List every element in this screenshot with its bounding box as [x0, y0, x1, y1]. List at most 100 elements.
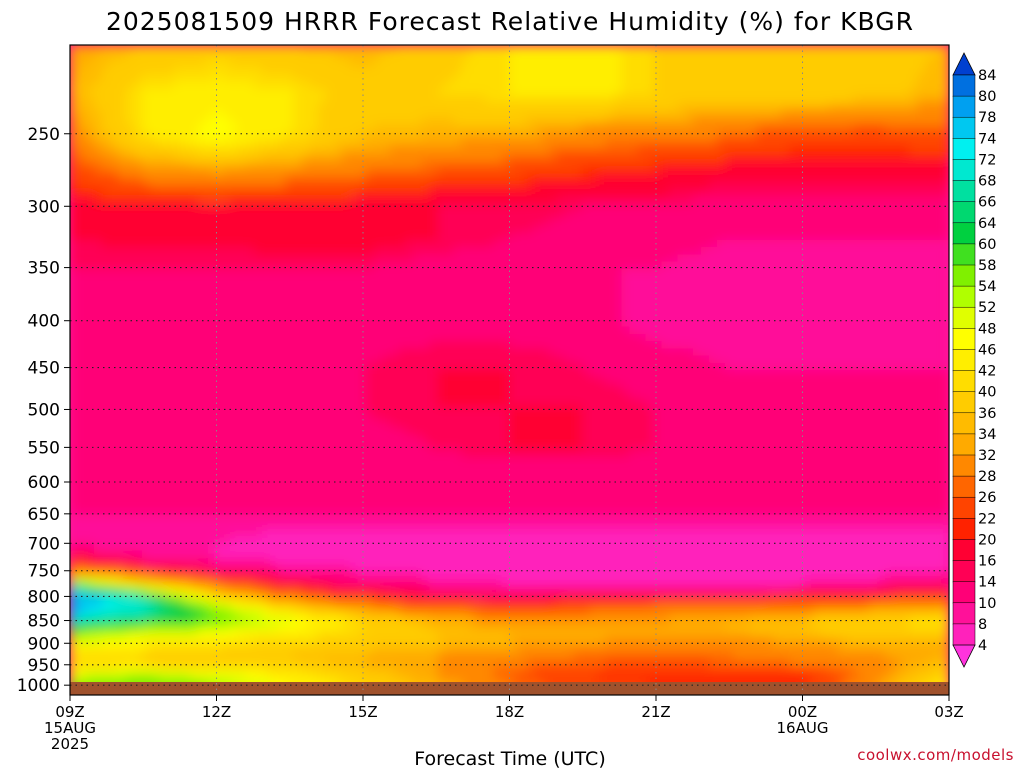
rh-cell — [725, 225, 735, 234]
rh-cell — [157, 312, 167, 321]
rh-cell — [317, 247, 327, 256]
rh-cell — [901, 167, 910, 176]
rh-cell — [437, 297, 447, 306]
rh-cell — [237, 182, 247, 191]
rh-cell — [453, 146, 463, 155]
rh-cell — [413, 370, 423, 379]
rh-cell — [757, 73, 767, 82]
rh-cell — [373, 131, 383, 140]
rh-cell — [77, 261, 87, 270]
rh-cell — [677, 95, 687, 104]
rh-cell — [181, 247, 191, 256]
rh-cell — [373, 312, 383, 321]
rh-cell — [573, 131, 583, 140]
rh-cell — [421, 240, 431, 249]
rh-cell — [829, 175, 838, 184]
rh-cell — [605, 283, 615, 292]
rh-cell — [149, 175, 159, 184]
rh-cell — [517, 333, 527, 342]
rh-cell — [677, 124, 687, 133]
rh-cell — [77, 73, 87, 82]
rh-cell — [853, 240, 862, 249]
rh-cell — [653, 254, 663, 263]
rh-cell — [941, 81, 949, 90]
rh-cell — [861, 153, 870, 162]
rh-cell — [653, 59, 663, 68]
rh-cell — [605, 290, 615, 299]
rh-cell — [421, 276, 431, 285]
rh-cell — [221, 196, 231, 205]
rh-cell — [773, 102, 782, 111]
rh-cell — [509, 355, 519, 364]
rh-cell — [901, 102, 910, 111]
rh-cell — [829, 146, 838, 155]
rh-cell — [925, 81, 934, 90]
rh-cell — [901, 355, 910, 364]
rh-cell — [397, 175, 407, 184]
rh-cell — [645, 189, 655, 198]
rh-cell — [525, 102, 535, 111]
rh-cell — [269, 95, 279, 104]
rh-cell — [813, 45, 822, 54]
rh-cell — [285, 268, 295, 277]
rh-cell — [645, 319, 655, 328]
rh-cell — [605, 348, 615, 357]
rh-cell — [397, 88, 407, 97]
rh-cell — [533, 240, 543, 249]
rh-cell — [277, 240, 287, 249]
rh-cell — [189, 146, 199, 155]
rh-cell — [677, 240, 687, 249]
rh-cell — [861, 167, 870, 176]
rh-cell — [837, 290, 846, 299]
rh-cell — [381, 312, 391, 321]
rh-cell — [629, 73, 639, 82]
rh-cell — [757, 167, 767, 176]
rh-cell — [365, 138, 375, 147]
rh-cell — [165, 167, 175, 176]
rh-cell — [629, 167, 639, 176]
rh-cell — [269, 319, 279, 328]
rh-cell — [509, 81, 519, 90]
rh-cell — [301, 160, 311, 169]
rh-cell — [733, 225, 743, 234]
rh-cell — [77, 218, 87, 227]
rh-cell — [509, 102, 519, 111]
rh-cell — [77, 312, 87, 321]
rh-cell — [917, 131, 926, 140]
rh-cell — [893, 81, 902, 90]
rh-cell — [653, 341, 663, 350]
rh-cell — [557, 203, 567, 212]
rh-cell — [493, 110, 503, 119]
rh-cell — [197, 355, 207, 364]
rh-cell — [493, 175, 503, 184]
rh-cell — [885, 196, 894, 205]
rh-cell — [109, 167, 119, 176]
rh-cell — [749, 146, 759, 155]
rh-cell — [773, 341, 782, 350]
rh-cell — [421, 52, 431, 61]
rh-cell — [645, 88, 655, 97]
rh-cell — [157, 319, 167, 328]
rh-cell — [493, 196, 503, 205]
rh-cell — [389, 66, 399, 75]
rh-cell — [349, 110, 359, 119]
rh-cell — [477, 73, 487, 82]
rh-cell — [837, 146, 846, 155]
rh-cell — [709, 203, 719, 212]
rh-cell — [853, 81, 862, 90]
rh-cell — [389, 45, 399, 54]
rh-cell — [909, 254, 918, 263]
rh-cell — [789, 290, 798, 299]
rh-cell — [733, 355, 743, 364]
rh-cell — [893, 312, 902, 321]
rh-cell — [605, 131, 615, 140]
rh-cell — [70, 182, 79, 191]
rh-cell — [693, 203, 703, 212]
rh-cell — [261, 362, 271, 371]
rh-cell — [437, 45, 447, 54]
rh-cell — [925, 110, 934, 119]
rh-cell — [661, 117, 671, 126]
rh-cell — [101, 341, 111, 350]
rh-cell — [349, 261, 359, 270]
rh-cell — [637, 290, 647, 299]
